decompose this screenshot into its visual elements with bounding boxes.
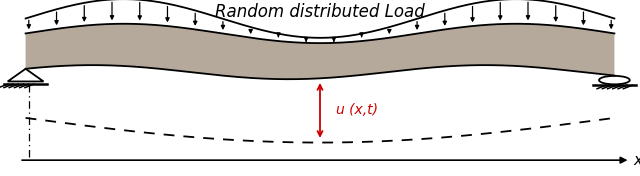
Text: Random distributed Load: Random distributed Load <box>215 3 425 21</box>
Text: u (x,t): u (x,t) <box>336 103 378 117</box>
Polygon shape <box>26 24 614 79</box>
Text: x: x <box>634 153 640 168</box>
